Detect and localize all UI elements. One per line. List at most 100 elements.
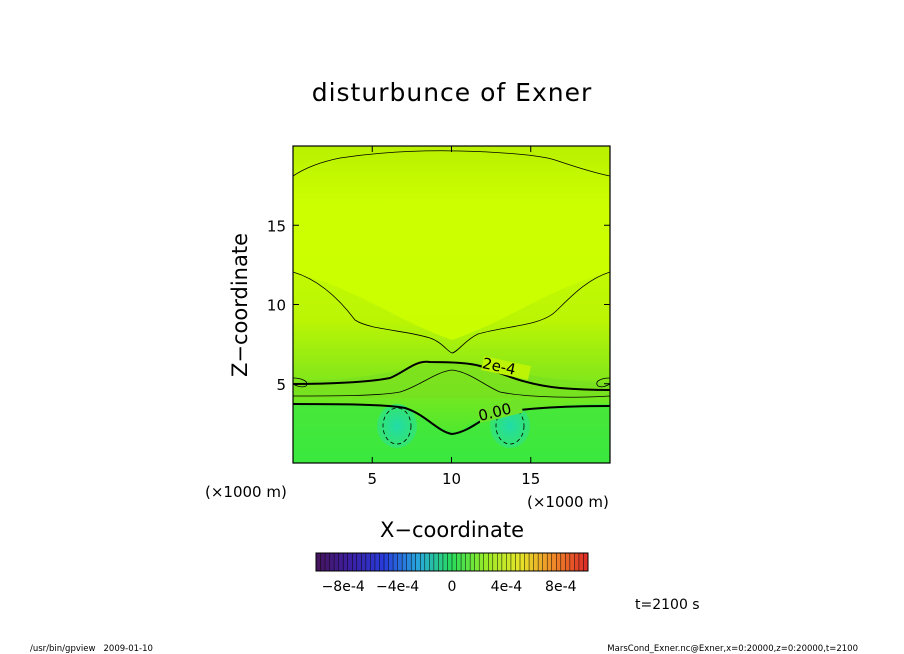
colorbar-cell	[551, 553, 557, 571]
colorbar-cell	[578, 553, 584, 571]
colorbar-tick-label: 0	[448, 579, 457, 595]
colorbar-cell	[470, 553, 475, 571]
colorbar-cell	[565, 553, 570, 571]
colorbar-cell	[356, 553, 362, 571]
contour-zero	[293, 403, 610, 436]
colorbar-cell	[329, 553, 335, 571]
contour-mid-lower	[293, 369, 610, 398]
colorbar-cell	[492, 553, 498, 571]
contour-mid-upper	[293, 271, 610, 354]
colorbar-cell	[542, 553, 548, 571]
y-axis-title: Z−coordinate	[228, 233, 252, 377]
colorbar-cell	[483, 553, 489, 571]
colorbar-cell	[411, 553, 416, 571]
colorbar-cell	[347, 553, 353, 571]
colorbar-cell	[388, 553, 394, 571]
colorbar-cell	[424, 553, 430, 571]
colorbar-cell	[334, 553, 339, 571]
colorbar-cell	[402, 553, 407, 571]
colorbar-tick-label: −4e-4	[376, 579, 419, 595]
colorbar-cell	[479, 553, 484, 571]
colorbar-cell	[461, 553, 466, 571]
colorbar-cell	[456, 553, 462, 571]
footer-right: MarsCond_Exner.nc@Exner,x=0:20000,z=0:20…	[607, 644, 858, 654]
colorbar-tick-labels: −8e-4 −4e-4 0 4e-4 8e-4	[322, 579, 577, 595]
colorbar-cell	[352, 553, 357, 571]
colorbar-cell	[560, 553, 566, 571]
x-tick-label: 5	[367, 470, 377, 488]
colorbar-cell	[574, 553, 579, 571]
chart-title: disturbunce of Exner	[312, 78, 593, 107]
colorbar-cell	[510, 553, 516, 571]
contour-top-left	[293, 150, 610, 177]
colorbar-cell	[365, 553, 371, 571]
colorbar-cell	[506, 553, 511, 571]
colorbar-cell	[533, 553, 539, 571]
y-tick-labels: 5 10 15	[267, 217, 286, 394]
y-tick-label: 5	[276, 376, 286, 394]
contour-2e-4	[293, 360, 610, 391]
colorbar-cell	[325, 553, 330, 571]
colorbar	[315, 553, 588, 571]
colorbar-cell	[361, 553, 366, 571]
y-tick-label: 15	[267, 217, 286, 235]
colorbar-cell	[488, 553, 493, 571]
footer-left: /usr/bin/gpview 2009-01-10	[30, 644, 153, 654]
colorbar-cell	[415, 553, 421, 571]
colorbar-cell	[316, 553, 321, 571]
contour-lines	[293, 150, 610, 445]
colorbar-cell	[420, 553, 425, 571]
contour-negative-right	[495, 407, 525, 445]
colorbar-cell	[556, 553, 561, 571]
contour-edge-left	[293, 377, 308, 388]
colorbar-cell	[547, 553, 552, 571]
x-tick-labels: 5 10 15	[367, 470, 540, 488]
x-tick-label: 10	[442, 470, 461, 488]
y-ticks	[293, 224, 610, 385]
colorbar-cell	[515, 553, 520, 571]
colorbar-cell	[569, 553, 575, 571]
colorbar-frame	[315, 552, 589, 572]
contour-label-bg-1	[481, 356, 531, 380]
colorbar-cell	[465, 553, 471, 571]
colorbar-cell	[538, 553, 543, 571]
contour-label-bg-2	[476, 398, 524, 424]
time-label: t=2100 s	[635, 597, 700, 613]
negative-blob-left	[377, 404, 417, 448]
contour-edge-right	[596, 377, 610, 388]
colorbar-cell	[442, 553, 448, 571]
colorbar-cell	[338, 553, 344, 571]
x-ticks	[371, 146, 532, 463]
colorbar-cell	[497, 553, 502, 571]
colorbar-cell	[393, 553, 398, 571]
x-tick-label: 15	[521, 470, 540, 488]
colorbar-cell	[529, 553, 534, 571]
colorbar-tick-label: 8e-4	[545, 579, 577, 595]
colorbar-cell	[384, 553, 389, 571]
y-tick-label: 10	[267, 297, 286, 315]
colorbar-cell	[447, 553, 452, 571]
x-axis-title: X−coordinate	[380, 518, 524, 542]
colorbar-cell	[397, 553, 403, 571]
z-unit-label: (×1000 m)	[205, 483, 287, 501]
x-unit-label: (×1000 m)	[527, 493, 609, 511]
colorbar-cell	[433, 553, 439, 571]
field-upper-band	[293, 201, 610, 340]
colorbar-cell	[374, 553, 380, 571]
colorbar-cell	[438, 553, 443, 571]
colorbar-cell	[343, 553, 348, 571]
plot-area: 2e-4 0.00	[293, 146, 610, 463]
colorbar-cell	[320, 553, 326, 571]
colorbar-cell	[370, 553, 375, 571]
colorbar-cell	[406, 553, 412, 571]
colorbar-cell	[520, 553, 525, 571]
colorbar-cell	[524, 553, 530, 571]
colorbar-cell	[429, 553, 434, 571]
colorbar-cell	[501, 553, 507, 571]
colorbar-cell	[474, 553, 480, 571]
colorbar-tick-label: −8e-4	[322, 579, 365, 595]
colorbar-tick-label: 4e-4	[491, 579, 523, 595]
field-mid-band	[293, 361, 610, 398]
colorbar-cell	[379, 553, 384, 571]
